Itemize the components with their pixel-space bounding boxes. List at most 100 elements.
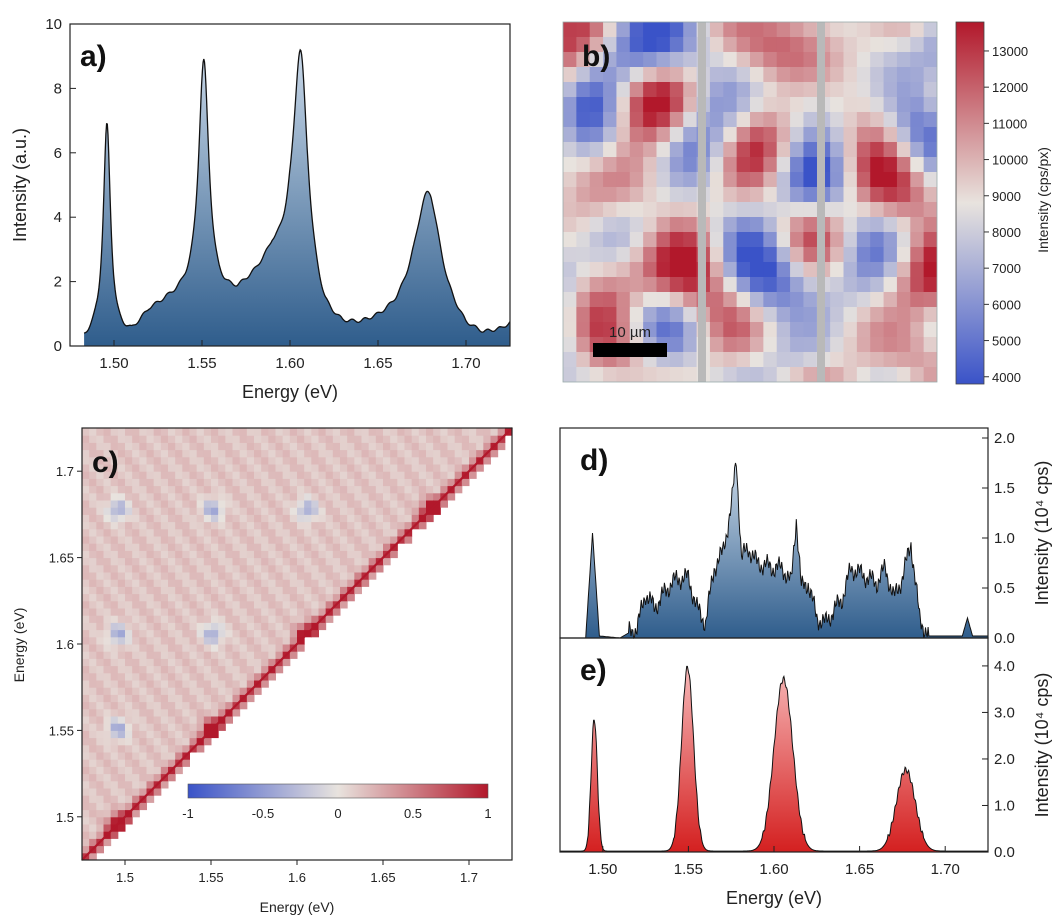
panel-c-cell bbox=[96, 485, 104, 494]
panel-b-cell bbox=[870, 367, 885, 382]
panel-c-cell bbox=[268, 449, 276, 458]
panel-b-cell bbox=[589, 307, 604, 323]
panel-c-cell bbox=[160, 564, 169, 573]
panel-b-cell bbox=[669, 157, 684, 173]
panel-c-cell bbox=[160, 766, 169, 775]
panel-b-cell bbox=[870, 202, 885, 218]
panel-c-cell bbox=[246, 449, 255, 458]
panel-c-cell bbox=[175, 716, 183, 724]
panel-b-cell bbox=[883, 277, 898, 293]
panel-c-cell bbox=[311, 514, 319, 523]
panel-b-cell bbox=[776, 292, 791, 308]
panel-c-cell bbox=[282, 435, 291, 443]
panel-c-cell bbox=[153, 507, 162, 515]
panel-c-cell bbox=[325, 572, 334, 580]
panel-c-cell bbox=[325, 521, 334, 530]
panel-c-cell bbox=[361, 456, 370, 465]
panel-b-cell bbox=[923, 172, 937, 188]
panel-c-cell bbox=[239, 492, 248, 501]
panel-c-cell bbox=[375, 456, 384, 465]
panel-c-colorbar-tick-label: -0.5 bbox=[252, 806, 274, 821]
panel-c-cell bbox=[82, 478, 90, 487]
panel-c-cell bbox=[354, 464, 362, 472]
panel-d-ylabel: Intensity (10⁴ cps) bbox=[1032, 461, 1052, 606]
panel-c-cell bbox=[332, 550, 341, 559]
panel-c-cell bbox=[89, 593, 97, 602]
panel-b-cell bbox=[563, 142, 577, 158]
panel-c-cell bbox=[132, 456, 140, 465]
panel-c-cell bbox=[297, 428, 305, 436]
panel-c-cell bbox=[383, 456, 391, 465]
panel-c-cell bbox=[203, 694, 212, 703]
panel-c-cell bbox=[103, 514, 112, 523]
panel-c-cell bbox=[375, 435, 384, 443]
panel-c-cell bbox=[153, 500, 162, 508]
panel-c-cell bbox=[125, 759, 133, 767]
panel-c-cell bbox=[254, 615, 262, 623]
panel-c-cell bbox=[325, 435, 334, 443]
panel-c-cell bbox=[354, 507, 362, 515]
panel-c-cell bbox=[153, 708, 162, 717]
panel-c-cell bbox=[146, 507, 155, 515]
panel-c-cell bbox=[289, 615, 298, 623]
panel-c-cell bbox=[332, 608, 341, 616]
panel-c-cell bbox=[289, 521, 298, 530]
panel-b-cell bbox=[870, 172, 885, 188]
panel-c-cell bbox=[196, 636, 205, 645]
panel-c-cell bbox=[82, 658, 90, 667]
panel-c-cell bbox=[361, 485, 370, 494]
panel-c-cell bbox=[82, 694, 90, 703]
panel-c-cell bbox=[404, 442, 413, 451]
panel-c-cell bbox=[139, 687, 147, 695]
panel-c-cell bbox=[225, 665, 233, 674]
panel-c-cell bbox=[361, 492, 370, 501]
panel-c-cell bbox=[426, 514, 434, 523]
panel-c-cell bbox=[146, 557, 155, 566]
panel-c-cell bbox=[146, 449, 155, 458]
panel-c-cell bbox=[196, 464, 205, 472]
panel-b-cell bbox=[803, 22, 818, 38]
panel-b-cell bbox=[656, 52, 671, 68]
panel-c-cell bbox=[225, 629, 233, 638]
panel-b-cell bbox=[776, 277, 791, 293]
panel-c-cell bbox=[304, 449, 312, 458]
panel-c-cell bbox=[196, 651, 205, 659]
panel-d-line bbox=[560, 462, 988, 640]
panel-c-cell bbox=[325, 428, 334, 436]
panel-c-colorbar-tick-label: 0.5 bbox=[404, 806, 422, 821]
panel-c-cell bbox=[96, 651, 104, 659]
panel-b-cell bbox=[896, 127, 911, 143]
panel-c-cell bbox=[246, 593, 255, 602]
panel-c-cell bbox=[332, 528, 341, 537]
panel-c-cell bbox=[261, 514, 269, 523]
panel-b-cell bbox=[669, 322, 684, 338]
panel-b-cell bbox=[643, 97, 658, 113]
panel-c-cell bbox=[297, 528, 305, 537]
panel-c-cell bbox=[82, 651, 90, 659]
panel-b-cell bbox=[709, 97, 724, 113]
panel-c-cell bbox=[103, 449, 112, 458]
panel-b-cell bbox=[576, 22, 591, 38]
panel-b-cell bbox=[910, 112, 925, 128]
panel-b-colorbar-tick-label: 10000 bbox=[992, 153, 1028, 168]
panel-c-cell bbox=[368, 572, 377, 580]
panel-b-cell bbox=[763, 307, 778, 323]
panel-c-cell bbox=[354, 528, 362, 537]
panel-c-cell bbox=[426, 485, 434, 494]
panel-c-cell bbox=[340, 435, 348, 443]
panel-c-cell bbox=[96, 629, 104, 638]
panel-b-cell bbox=[856, 142, 871, 158]
panel-b-cell bbox=[856, 22, 871, 38]
panel-c-cell bbox=[254, 550, 262, 559]
panel-c-cell bbox=[132, 651, 140, 659]
panel-b-cell bbox=[616, 262, 631, 278]
panel-b-cell bbox=[576, 352, 591, 368]
panel-c-cell bbox=[189, 492, 198, 501]
panel-b-cell bbox=[683, 22, 698, 38]
panel-c-cell bbox=[132, 744, 140, 753]
panel-c-cell bbox=[297, 615, 305, 623]
panel-b-cell bbox=[870, 352, 885, 368]
panel-b-cell bbox=[830, 157, 845, 173]
panel-c-cell bbox=[153, 600, 162, 609]
panel-b-cell bbox=[683, 217, 698, 233]
